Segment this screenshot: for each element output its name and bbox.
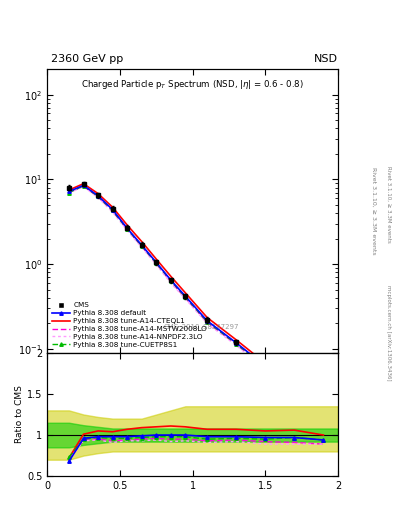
- Y-axis label: Rivet 3.1.10, ≥ 3.3M events: Rivet 3.1.10, ≥ 3.3M events: [371, 167, 376, 255]
- Text: CMS_2010_S8547297: CMS_2010_S8547297: [163, 324, 239, 330]
- Text: mcplots.cern.ch [arXiv:1306.3436]: mcplots.cern.ch [arXiv:1306.3436]: [386, 285, 391, 380]
- Legend: CMS, Pythia 8.308 default, Pythia 8.308 tune-A14-CTEQL1, Pythia 8.308 tune-A14-M: CMS, Pythia 8.308 default, Pythia 8.308 …: [51, 301, 208, 349]
- Y-axis label: Ratio to CMS: Ratio to CMS: [15, 386, 24, 443]
- Text: Rivet 3.1.10, ≥ 3.3M events: Rivet 3.1.10, ≥ 3.3M events: [386, 166, 391, 243]
- Text: Charged Particle p$_T$ Spectrum (NSD, $|\eta|$ = 0.6 - 0.8): Charged Particle p$_T$ Spectrum (NSD, $|…: [81, 78, 304, 91]
- Text: NSD: NSD: [314, 54, 338, 64]
- Text: 2360 GeV pp: 2360 GeV pp: [51, 54, 123, 64]
